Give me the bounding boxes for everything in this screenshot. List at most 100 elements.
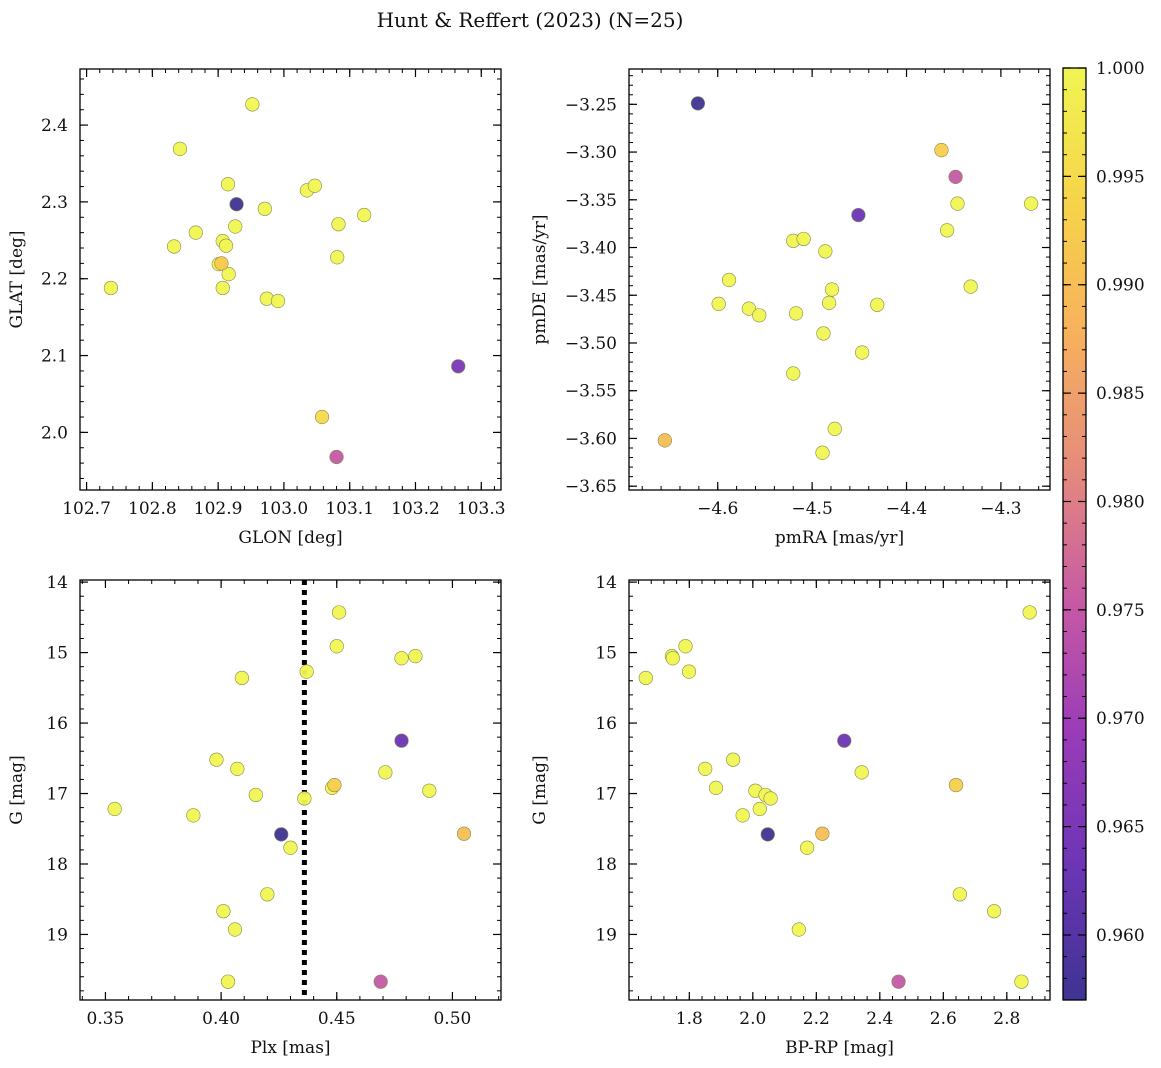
y-tick-label: 16 — [46, 714, 68, 734]
scatter-point — [209, 752, 224, 767]
y-tick-label: −3.50 — [565, 334, 617, 354]
scatter-point — [735, 808, 750, 823]
colorbar-tick-label: 0.990 — [1096, 276, 1145, 296]
y-tick-label: −3.25 — [565, 95, 617, 115]
scatter-point — [950, 196, 965, 211]
x-axis-label: BP-RP [mag] — [785, 1038, 894, 1058]
scatter-point — [1022, 605, 1037, 620]
scatter-point — [855, 345, 870, 360]
scatter-point — [307, 178, 322, 193]
x-tick-label: 2.0 — [739, 1009, 766, 1029]
scatter-point — [245, 97, 260, 112]
scatter-point — [220, 974, 236, 989]
scatter-point — [103, 280, 119, 296]
scatter-point — [824, 282, 840, 297]
axes-frame — [79, 579, 502, 1001]
scatter-point — [681, 664, 697, 679]
scatter-point — [221, 267, 236, 282]
y-tick-label: −3.35 — [565, 191, 617, 211]
y-tick-label: −3.55 — [565, 382, 617, 402]
scatter-point — [708, 780, 724, 795]
x-tick-label: −4.4 — [886, 499, 927, 519]
scatter-point — [228, 219, 243, 234]
y-tick-label: −3.40 — [565, 239, 617, 259]
x-tick-label: −4.3 — [980, 499, 1021, 519]
colorbar-tick-label: 1.000 — [1096, 59, 1145, 79]
y-axis-label: G [mag] — [7, 755, 27, 824]
x-tick-label: 103.2 — [391, 499, 440, 519]
scatter-point — [741, 301, 756, 316]
scatter-point — [331, 605, 347, 620]
scatter-point — [216, 904, 231, 919]
colorbar-tick-label: 0.980 — [1096, 492, 1145, 512]
scatter-point — [230, 761, 245, 776]
scatter-point — [788, 306, 804, 321]
scatter-point — [800, 840, 815, 855]
x-tick-label: 1.8 — [676, 1009, 703, 1029]
x-tick-label: 103.1 — [325, 499, 374, 519]
colorbar-tick-label: 0.965 — [1096, 818, 1145, 838]
scatter-point — [378, 765, 393, 780]
scatter-point — [260, 887, 275, 902]
scatter-point — [186, 808, 201, 823]
x-tick-label: 2.4 — [866, 1009, 893, 1029]
scatter-point — [234, 670, 250, 686]
y-tick-label: −3.30 — [565, 143, 617, 163]
scatter-point — [451, 359, 466, 374]
y-tick-label: 18 — [46, 855, 68, 875]
scatter-point — [227, 922, 243, 937]
scatter-point — [107, 801, 122, 817]
x-tick-label: −4.6 — [697, 499, 738, 519]
colorbar-gradient — [1062, 67, 1087, 1001]
scatter-point — [837, 733, 852, 748]
scatter-point — [314, 409, 330, 425]
scatter-point — [726, 752, 741, 767]
y-tick-label: −3.45 — [565, 286, 617, 306]
y-tick-label: −3.60 — [565, 429, 617, 449]
y-axis-label: G [mag] — [530, 755, 550, 824]
scatter-point — [270, 293, 286, 309]
y-tick-label: 2.4 — [41, 116, 68, 136]
colorbar-tick-label: 0.995 — [1096, 167, 1145, 187]
scatter-point — [297, 791, 312, 806]
scatter-point — [854, 765, 869, 780]
y-tick-label: 14 — [46, 573, 68, 593]
scatter-point — [818, 244, 833, 259]
y-tick-label: −3.65 — [565, 477, 617, 497]
x-tick-label: 103.3 — [457, 499, 506, 519]
y-tick-label: 2.3 — [41, 193, 68, 213]
scatter-point — [331, 217, 346, 232]
colorbar-tick-label: 0.960 — [1096, 926, 1145, 946]
scatter-point — [665, 651, 680, 666]
scatter-point — [218, 238, 234, 253]
colorbar: 0.960 0.965 0.970 0.975 0.980 0.985 0.990 0.995… — [1062, 59, 1145, 1001]
scatter-point — [698, 761, 713, 776]
scatter-point — [1024, 196, 1039, 211]
scatter-point — [948, 169, 963, 184]
y-tick-label: 2.0 — [41, 423, 68, 443]
y-tick-label: 2.2 — [41, 270, 68, 290]
colorbar-tick-label: 0.975 — [1096, 601, 1145, 621]
y-tick-label: 15 — [46, 644, 68, 664]
scatter-point — [690, 96, 706, 111]
x-tick-label: 2.2 — [803, 1009, 830, 1029]
y-tick-label: 16 — [595, 714, 617, 734]
scatter-point — [678, 639, 693, 654]
scatter-point — [891, 974, 906, 989]
scatter-point — [394, 733, 409, 748]
x-tick-label: 0.50 — [433, 1009, 471, 1029]
y-tick-label: 18 — [595, 855, 617, 875]
figure-title: Hunt & Reffert (2023) (N=25) — [377, 8, 684, 32]
x-tick-label: 102.7 — [62, 499, 111, 519]
panel-plx-g: 0.35 0.40 0.45 0.50 14 15 16 17 18 19 Plx [mas] G [… — [7, 573, 502, 1058]
scatter-point — [327, 777, 342, 793]
x-tick-label: 102.9 — [194, 499, 243, 519]
scatter-point — [215, 280, 230, 296]
scatter-point — [638, 670, 653, 686]
y-tick-label: 17 — [46, 785, 68, 805]
colorbar-tick-label: 0.970 — [1096, 709, 1145, 729]
scatter-point — [815, 826, 830, 841]
scatter-point — [188, 225, 203, 240]
scatter-point — [851, 207, 866, 223]
scatter-point — [229, 197, 244, 212]
